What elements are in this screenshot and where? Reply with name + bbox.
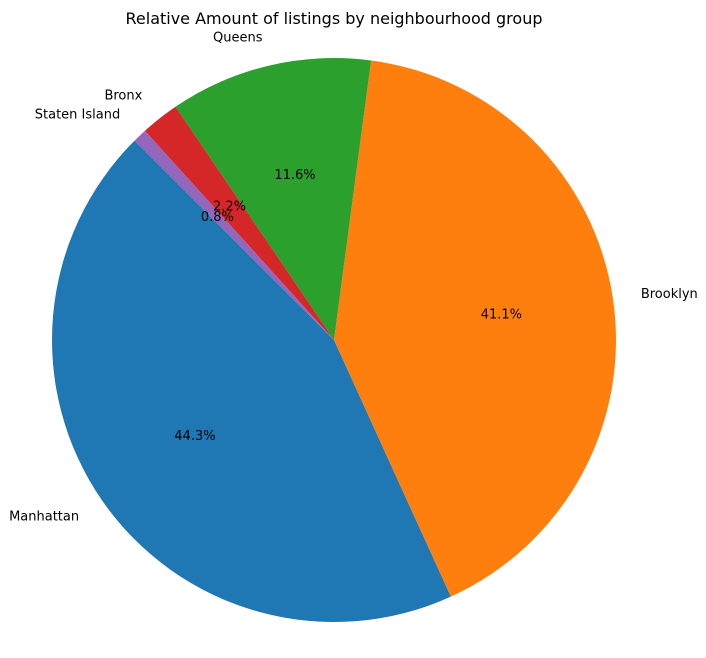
slice-labels: Manhattan Brooklyn Queens Bronx Staten Islan…	[9, 31, 698, 525]
pie-slice-manhattan	[52, 140, 451, 622]
slice-percent-bronx: 2.2%	[213, 199, 246, 214]
slice-label-bronx: Bronx	[104, 89, 142, 104]
slice-label-manhattan: Manhattan	[9, 509, 79, 524]
pie-slice-queens	[175, 58, 372, 341]
pie-slice-brooklyn	[334, 60, 616, 597]
slice-label-brooklyn: Brooklyn	[641, 287, 698, 302]
slice-label-staten-island: Staten Island	[35, 108, 120, 123]
slice-percent-manhattan: 44.3%	[174, 429, 215, 444]
slice-percent-labels: 44.3% 41.1% 11.6% 2.2%0.8%	[174, 168, 522, 444]
slice-label-queens: Queens	[213, 31, 263, 46]
slice-percent-staten-island: 0.8%	[201, 210, 234, 225]
pie-slice-bronx	[144, 106, 334, 340]
chart-title: Relative Amount of listings by neighbour…	[126, 9, 543, 28]
pie-slice-staten-island	[134, 130, 334, 340]
pie-slices	[52, 58, 616, 622]
slice-percent-brooklyn: 41.1%	[481, 308, 522, 323]
slice-percent-queens: 11.6%	[274, 168, 315, 183]
